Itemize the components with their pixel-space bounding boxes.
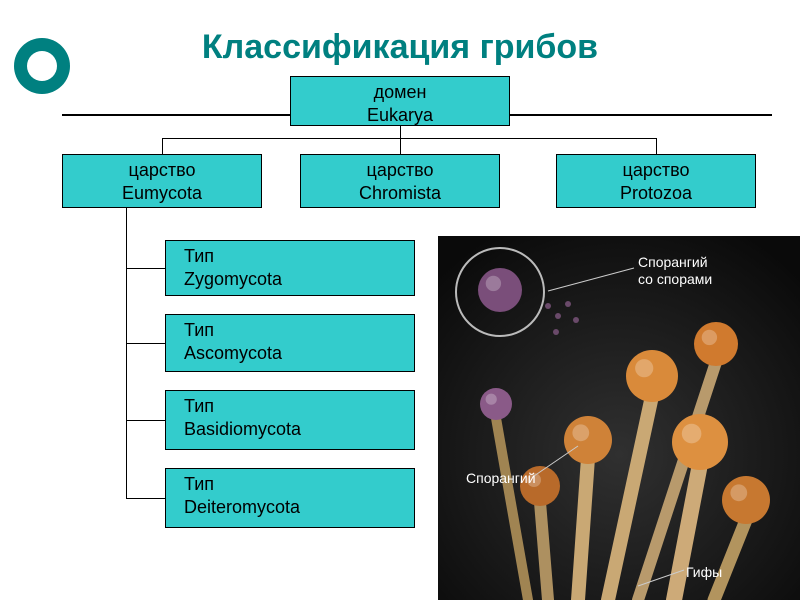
label-hyphae: Гифы bbox=[686, 564, 722, 580]
connector-line bbox=[126, 343, 165, 344]
node-line1: Тип bbox=[184, 396, 214, 416]
node-line2: Eukarya bbox=[367, 105, 433, 125]
label-sporangium: Спорангий bbox=[466, 470, 536, 486]
micrograph-svg bbox=[438, 236, 800, 600]
node-line2: Protozoa bbox=[620, 183, 692, 203]
connector-line bbox=[126, 208, 127, 498]
node-line1: Тип bbox=[184, 320, 214, 340]
node-line1: Тип bbox=[184, 474, 214, 494]
connector-line bbox=[400, 138, 401, 154]
node-line1: царство bbox=[367, 160, 434, 180]
connector-line bbox=[656, 138, 657, 154]
node-type-basidiomycota: Тип Basidiomycota bbox=[165, 390, 415, 450]
connector-line bbox=[400, 126, 401, 138]
node-kingdom-eumycota: царство Eumycota bbox=[62, 154, 262, 208]
node-kingdom-protozoa: царство Protozoa bbox=[556, 154, 756, 208]
node-type-zygomycota: Тип Zygomycota bbox=[165, 240, 415, 296]
node-line2: Deiteromycota bbox=[184, 497, 300, 517]
node-line1: царство bbox=[129, 160, 196, 180]
connector-line bbox=[162, 138, 656, 139]
node-type-ascomycota: Тип Ascomycota bbox=[165, 314, 415, 372]
node-line2: Ascomycota bbox=[184, 343, 282, 363]
node-domain-eukarya: домен Eukarya bbox=[290, 76, 510, 126]
connector-line bbox=[126, 268, 165, 269]
node-line1: Тип bbox=[184, 246, 214, 266]
micrograph-image: Спорангийсо спорами Спорангий Гифы bbox=[438, 236, 800, 600]
node-line2: Chromista bbox=[359, 183, 441, 203]
node-line2: Basidiomycota bbox=[184, 419, 301, 439]
node-kingdom-chromista: царство Chromista bbox=[300, 154, 500, 208]
connector-line bbox=[126, 420, 165, 421]
node-line1: царство bbox=[623, 160, 690, 180]
connector-line bbox=[126, 498, 165, 499]
node-line2: Zygomycota bbox=[184, 269, 282, 289]
node-type-deiteromycota: Тип Deiteromycota bbox=[165, 468, 415, 528]
connector-line bbox=[162, 138, 163, 154]
label-sporangium-spores: Спорангийсо спорами bbox=[638, 254, 712, 288]
node-line2: Eumycota bbox=[122, 183, 202, 203]
page-title: Классификация грибов bbox=[0, 28, 800, 67]
node-line1: домен bbox=[374, 82, 427, 102]
